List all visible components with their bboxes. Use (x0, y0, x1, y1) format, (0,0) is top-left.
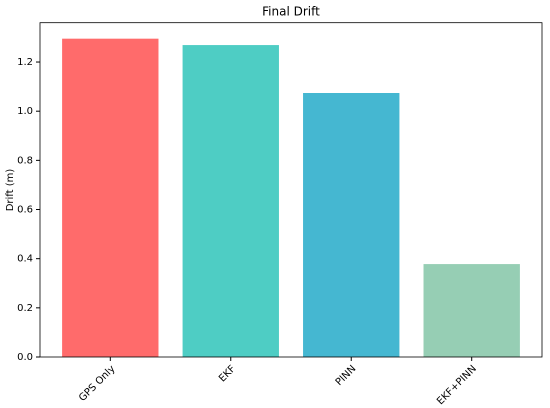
y-tick-label: 0.2 (17, 303, 33, 314)
bar (182, 45, 279, 357)
x-tick-label: EKF (217, 363, 238, 384)
x-tick-label: PINN (334, 363, 359, 388)
y-tick-label: 0.8 (17, 155, 33, 166)
y-tick-label: 0.0 (17, 352, 33, 363)
x-tick-label: EKF+PINN (435, 363, 479, 407)
plot-frame (39, 22, 543, 358)
bar (423, 264, 520, 357)
y-tick-label: 0.6 (17, 205, 33, 216)
x-tick-label: GPS Only (77, 363, 118, 404)
bar (303, 93, 400, 358)
bar (62, 38, 159, 357)
y-tick-label: 1.2 (17, 57, 33, 68)
y-axis-label: Drift (m) (5, 169, 16, 212)
y-tick-label: 1.0 (17, 106, 33, 117)
chart-title: Final Drift (262, 5, 320, 19)
y-tick-label: 0.4 (17, 254, 33, 265)
